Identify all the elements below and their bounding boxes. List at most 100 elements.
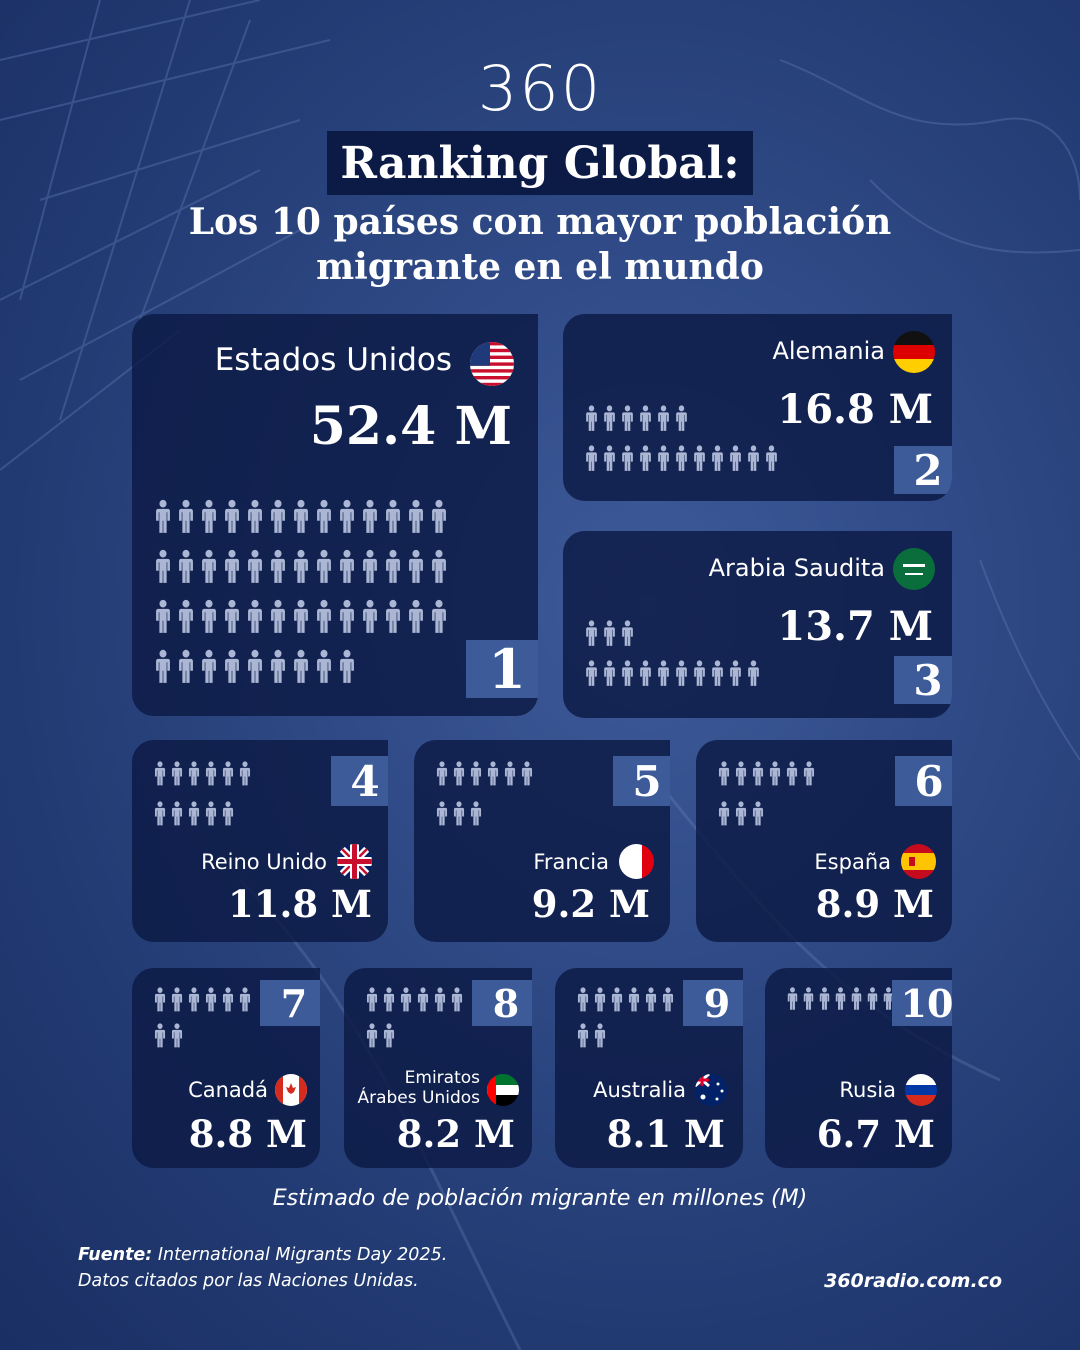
country-name: Francia xyxy=(533,850,609,874)
person-icon xyxy=(730,445,741,471)
person-icon xyxy=(694,445,705,471)
person-icon xyxy=(803,987,814,1010)
person-icon xyxy=(712,445,723,471)
person-icon xyxy=(586,660,597,686)
person-icon xyxy=(676,660,687,686)
brand-logo: 360 xyxy=(477,52,603,125)
person-icon xyxy=(658,660,669,686)
person-icon xyxy=(386,599,400,633)
person-icon xyxy=(154,1023,166,1048)
person-icon xyxy=(769,761,781,786)
person-icon xyxy=(521,761,533,786)
person-icon xyxy=(622,660,633,686)
person-icon xyxy=(658,405,669,431)
person-icon xyxy=(366,1023,378,1048)
person-icon xyxy=(470,761,482,786)
person-icon xyxy=(676,445,687,471)
country-name: Arabia Saudita xyxy=(708,554,885,582)
person-icon xyxy=(604,445,615,471)
person-icon xyxy=(248,599,262,633)
person-icon xyxy=(487,761,499,786)
page-title: Ranking Global: xyxy=(340,137,740,189)
person-icon xyxy=(222,801,234,826)
person-icon xyxy=(434,987,446,1012)
person-icon xyxy=(409,499,423,533)
country-card-rusia: 10 Rusia 6.7 M xyxy=(765,968,952,1168)
person-icon xyxy=(694,660,705,686)
person-icon xyxy=(819,987,830,1010)
person-icon xyxy=(436,801,448,826)
person-icon xyxy=(640,445,651,471)
people-icon-grid xyxy=(366,987,463,1048)
country-name-line-2: Árabes Unidos xyxy=(357,1088,480,1108)
people-icons xyxy=(575,986,677,1048)
person-icon xyxy=(248,649,262,683)
person-icon xyxy=(271,649,285,683)
people-icons xyxy=(152,986,254,1048)
person-icon xyxy=(225,549,239,583)
rank-badge: 9 xyxy=(683,980,743,1026)
source-text: International Migrants Day 2025. xyxy=(152,1245,448,1265)
person-icon xyxy=(317,549,331,583)
person-icon xyxy=(594,987,606,1012)
rank-badge: 5 xyxy=(613,756,670,806)
usa-flag-icon xyxy=(470,342,514,386)
rank-badge: 3 xyxy=(894,656,952,705)
country-value: 16.8 M xyxy=(777,386,933,433)
person-icon xyxy=(386,499,400,533)
person-icon xyxy=(470,801,482,826)
source-label: Fuente: xyxy=(78,1245,153,1265)
person-icon xyxy=(340,499,354,533)
people-icons xyxy=(785,986,897,1011)
person-icon xyxy=(883,987,894,1010)
person-icon xyxy=(453,801,465,826)
person-icon xyxy=(622,405,633,431)
spain-flag-icon xyxy=(901,844,936,879)
person-icon xyxy=(718,801,730,826)
person-icon xyxy=(294,549,308,583)
person-icon xyxy=(803,761,815,786)
person-icon xyxy=(432,549,446,583)
people-icon-grid xyxy=(154,761,251,826)
person-icon xyxy=(188,761,200,786)
person-icon xyxy=(205,801,217,826)
person-icon xyxy=(366,987,378,1012)
country-name-line-1: Emiratos xyxy=(404,1068,480,1088)
person-icon xyxy=(363,499,377,533)
people-icons xyxy=(364,986,466,1048)
country-name: Alemania xyxy=(772,337,885,365)
person-icon xyxy=(735,761,747,786)
person-icon xyxy=(645,987,657,1012)
person-icon xyxy=(222,987,234,1012)
person-icon xyxy=(363,549,377,583)
country-name: España xyxy=(814,850,891,874)
country-value: 52.4 M xyxy=(309,396,512,457)
germany-flag-icon xyxy=(893,331,935,373)
country-card-reino-unido: 4 Reino Unido 11.8 M xyxy=(132,740,388,942)
person-icon xyxy=(676,405,687,431)
country-value: 8.2 M xyxy=(396,1112,515,1156)
uk-flag-icon xyxy=(337,844,372,879)
person-icon xyxy=(363,599,377,633)
people-icon-grid xyxy=(154,987,251,1048)
country-card-alemania: Alemania 16.8 M 2 xyxy=(563,314,952,501)
person-icon xyxy=(504,761,516,786)
rank-badge: 8 xyxy=(472,980,532,1026)
people-icon-grid xyxy=(586,620,759,686)
person-icon xyxy=(586,445,597,471)
country-value: 8.9 M xyxy=(815,882,934,926)
person-icon xyxy=(225,499,239,533)
people-icons xyxy=(583,619,763,687)
australia-flag-icon xyxy=(695,1074,727,1106)
person-icon xyxy=(658,445,669,471)
website-link[interactable]: 360radio.com.co xyxy=(824,1270,1002,1292)
country-value: 11.8 M xyxy=(228,882,372,926)
person-icon xyxy=(577,987,589,1012)
people-icon-grid xyxy=(577,987,674,1048)
person-icon xyxy=(248,549,262,583)
people-icons xyxy=(152,760,254,826)
person-icon xyxy=(179,499,193,533)
person-icon xyxy=(154,761,166,786)
person-icon xyxy=(156,549,170,583)
person-icon xyxy=(205,987,217,1012)
